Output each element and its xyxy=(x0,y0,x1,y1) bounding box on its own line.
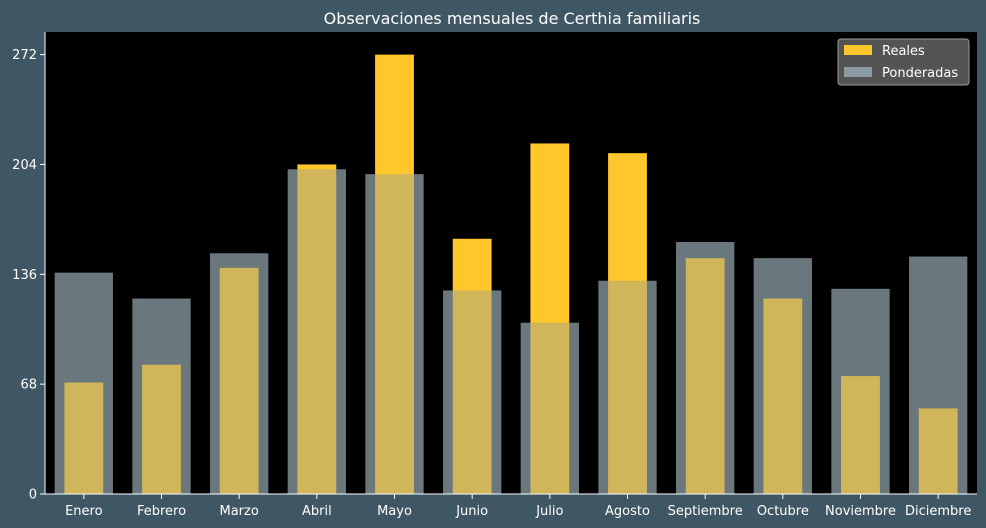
x-tick-label-junio: Junio xyxy=(455,504,488,519)
bar-ponderadas-overlay-abril xyxy=(287,169,346,495)
bar-reales-abril xyxy=(297,164,337,494)
bar-ponderadas-overlay-enero xyxy=(54,272,113,494)
bar-reales-agosto xyxy=(608,153,647,494)
bar-reales-septiembre xyxy=(685,258,725,494)
bar-reales-marzo xyxy=(219,267,259,494)
bar-reales-diciembre xyxy=(918,408,958,494)
y-axis: 0 68 136 204 272 xyxy=(12,32,46,503)
x-tick-label-enero: Enero xyxy=(65,504,103,519)
plot-area xyxy=(45,32,977,494)
bar-reales-julio xyxy=(530,143,570,494)
legend: Reales Ponderadas xyxy=(837,38,970,86)
y-tick-label: 136 xyxy=(12,268,37,283)
legend-swatch-ponderadas xyxy=(844,67,872,77)
bar-ponderadas-overlay-febrero xyxy=(132,298,191,494)
bar-ponderadas-overlay-agosto xyxy=(598,280,657,494)
y-tick-label: 272 xyxy=(12,48,37,63)
x-tick-label-marzo: Marzo xyxy=(220,504,259,519)
reales-series xyxy=(64,54,958,494)
x-tick-label-agosto: Agosto xyxy=(605,504,650,519)
x-tick-label-abril: Abril xyxy=(302,504,332,519)
bar-ponderadas-overlay-diciembre xyxy=(909,256,968,494)
y-tick-label: 0 xyxy=(29,488,37,503)
ponderadas-overlay xyxy=(54,169,968,495)
bar-ponderadas-overlay-junio xyxy=(443,290,502,494)
bar-ponderadas-overlay-marzo xyxy=(210,253,269,494)
x-tick-label-julio: Julio xyxy=(535,504,563,519)
x-tick-label-septiembre: Septiembre xyxy=(668,504,743,519)
y-tick-label: 204 xyxy=(12,158,37,173)
legend-label-ponderadas: Ponderadas xyxy=(882,66,958,81)
bar-reales-enero xyxy=(64,382,104,494)
bar-reales-octubre xyxy=(763,298,803,494)
bar-reales-febrero xyxy=(142,364,181,494)
bar-ponderadas-overlay-septiembre xyxy=(676,242,735,494)
chart-title: Observaciones mensuales de Certhia famil… xyxy=(324,9,701,28)
bar-reales-mayo xyxy=(375,54,414,494)
bar-ponderadas-overlay-noviembre xyxy=(831,288,890,494)
bar-reales-junio xyxy=(452,238,492,494)
legend-label-reales: Reales xyxy=(882,44,925,59)
bar-ponderadas-overlay-julio xyxy=(520,322,579,494)
bar-ponderadas-overlay-octubre xyxy=(753,258,812,494)
y-tick-label: 68 xyxy=(20,378,37,393)
x-tick-label-diciembre: Diciembre xyxy=(905,504,971,519)
x-tick-label-mayo: Mayo xyxy=(377,504,412,519)
bar-reales-noviembre xyxy=(841,376,880,494)
x-tick-label-febrero: Febrero xyxy=(137,504,186,519)
x-tick-label-noviembre: Noviembre xyxy=(825,504,896,519)
legend-swatch-reales xyxy=(844,45,872,55)
x-axis: Enero Febrero Marzo Abril Mayo Junio Julio Agos… xyxy=(45,493,977,519)
bar-ponderadas-overlay-mayo xyxy=(365,174,424,494)
x-tick-label-octubre: Octubre xyxy=(757,504,809,519)
